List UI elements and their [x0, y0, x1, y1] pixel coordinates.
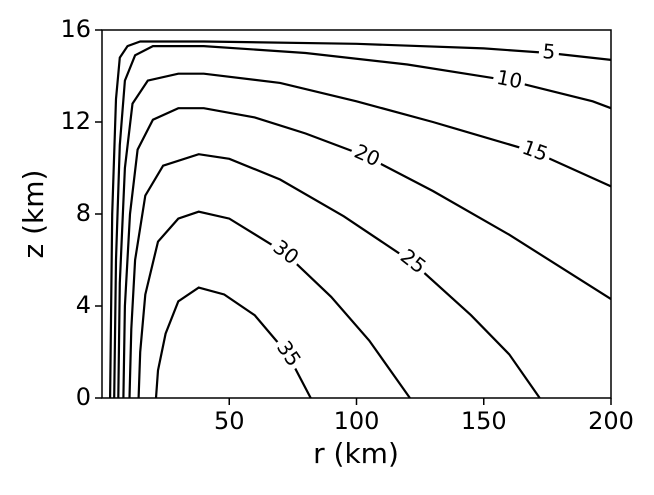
contour-label-bg	[393, 244, 432, 281]
contour-line	[128, 153, 541, 399]
contour-line	[122, 107, 612, 399]
y-axis-label: z (km)	[17, 170, 50, 259]
contour-label-bg	[491, 67, 527, 94]
x-tick-label: 100	[334, 407, 380, 435]
y-tick-label: 4	[76, 291, 91, 319]
x-tick-label: 150	[461, 407, 507, 435]
contour-label: 10	[495, 65, 525, 93]
contour-line	[137, 210, 411, 399]
plot-frame	[101, 29, 612, 399]
contour-label: 5	[542, 39, 557, 64]
contour-line	[117, 72, 612, 399]
contour-label-bg	[266, 235, 305, 271]
contour-label-bg	[270, 335, 306, 374]
x-tick-label: 50	[214, 407, 245, 435]
contour-label-bg	[538, 42, 560, 64]
contour-line	[154, 286, 312, 399]
contour-label: 30	[269, 235, 304, 270]
x-axis-label: r (km)	[313, 437, 399, 470]
y-tick-label: 16	[60, 15, 91, 43]
x-tick-label: 200	[588, 407, 634, 435]
y-tick-label: 8	[76, 199, 91, 227]
contour-line	[113, 45, 612, 399]
contour-line	[109, 40, 612, 399]
y-tick-label: 12	[60, 107, 91, 135]
contour-label-bg	[516, 137, 554, 167]
y-tick-label: 0	[76, 383, 91, 411]
contour-label-bg	[347, 140, 386, 173]
